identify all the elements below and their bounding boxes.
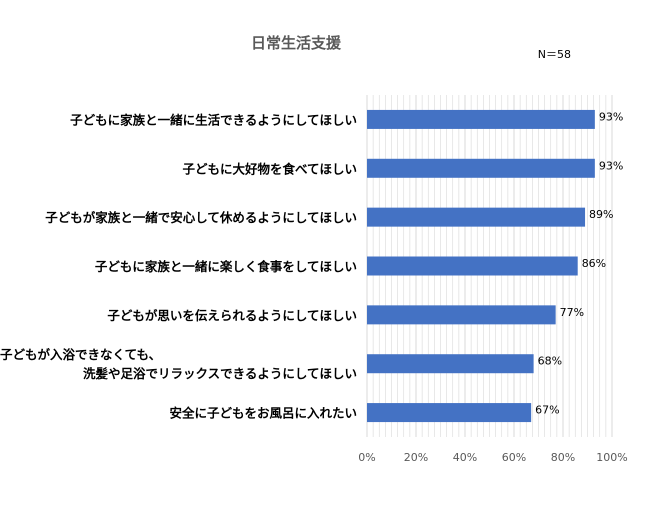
- category-label: 安全に子どもをお風呂に入れたい: [169, 406, 357, 421]
- category-labels: 子どもに家族と一緒に生活できるようにしてほしい子どもに大好物を食べてほしい子ども…: [0, 112, 357, 420]
- value-labels: 93% 93% 89% 86% 77% 68% 67%: [535, 110, 623, 416]
- bar: [367, 256, 578, 276]
- value-label: 67%: [535, 404, 559, 417]
- value-label: 86%: [582, 257, 606, 270]
- x-tick-label: 40%: [453, 451, 477, 464]
- sample-size-label: N＝58: [538, 48, 571, 61]
- bar: [367, 354, 534, 374]
- bar: [367, 403, 532, 423]
- category-label: 子どもが思いを伝えられるようにしてほしい: [107, 308, 357, 323]
- bar: [367, 305, 556, 325]
- chart-title: 日常生活支援: [251, 34, 342, 52]
- value-label: 77%: [560, 306, 584, 319]
- bar: [367, 109, 595, 129]
- x-tick-label: 20%: [404, 451, 428, 464]
- category-label: 洗髪や足浴でリラックスできるようにしてほしい: [83, 366, 357, 381]
- value-label: 93%: [599, 159, 623, 172]
- value-label: 89%: [589, 208, 613, 221]
- value-label: 68%: [538, 355, 562, 368]
- x-tick-label: 60%: [502, 451, 526, 464]
- category-label: 子どもに家族と一緒に生活できるようにしてほしい: [70, 112, 357, 127]
- bars: [367, 109, 595, 423]
- x-tick-label: 0%: [358, 451, 375, 464]
- x-tick-label: 100%: [596, 451, 627, 464]
- category-label: 子どもに家族と一緒に楽しく食事をしてほしい: [95, 259, 357, 274]
- category-label: 子どもが家族と一緒で安心して休めるようにしてほしい: [45, 210, 357, 225]
- category-label: 子どもが入浴できなくても、: [0, 347, 161, 362]
- bar: [367, 158, 595, 178]
- value-label: 93%: [599, 110, 623, 123]
- category-label: 子どもに大好物を食べてほしい: [182, 161, 357, 176]
- x-tick-label: 80%: [551, 451, 575, 464]
- x-tick-labels: 0% 20% 40% 60% 80% 100%: [358, 451, 627, 464]
- bar: [367, 207, 586, 227]
